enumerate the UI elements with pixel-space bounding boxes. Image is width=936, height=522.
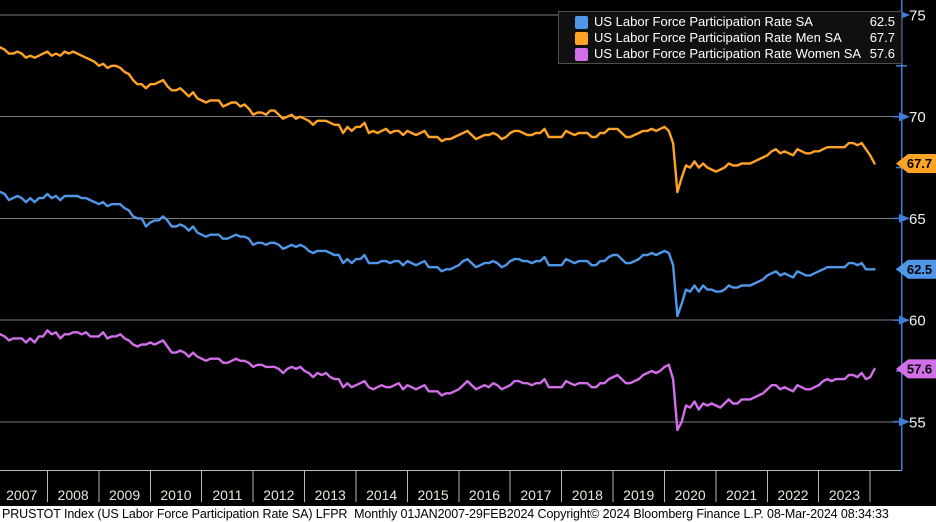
y-axis-tick-arrow-icon — [899, 213, 910, 223]
x-axis-year-label-2020: 2020 — [675, 487, 706, 503]
legend-item-label: US Labor Force Participation Rate Men SA — [594, 30, 842, 45]
x-axis-year-label-2023: 2023 — [829, 487, 860, 503]
legend-item-value: 67.7 — [869, 30, 895, 45]
y-axis-label-55: 55 — [909, 414, 926, 431]
y-axis-label-60: 60 — [909, 313, 926, 330]
legend-item[interactable]: US Labor Force Participation Rate SA 62.… — [559, 14, 901, 30]
last-value-tag — [896, 359, 936, 379]
x-axis-year-label-2012: 2012 — [263, 487, 294, 503]
x-axis-year-label-2014: 2014 — [366, 487, 397, 503]
x-axis-year-label-2007: 2007 — [6, 487, 37, 503]
last-value-tag — [896, 259, 936, 279]
x-axis-year-label-2016: 2016 — [469, 487, 500, 503]
series-line-us-labor-force-participation-rate-men-sa — [0, 46, 876, 194]
chart-plot-area[interactable]: 75 70 65 60 55 2007 2008 2009 2010 2011 2012 2013 20… — [0, 0, 936, 506]
status-bar: PRUSTOT Index (US Labor Force Participat… — [0, 506, 936, 522]
last-value-tag-label: 67.7 — [907, 156, 932, 171]
legend-item[interactable]: US Labor Force Participation Rate Men SA… — [559, 30, 901, 46]
x-axis-year-label-2009: 2009 — [109, 487, 140, 503]
chart-legend: US Labor Force Participation Rate SA 62.… — [558, 11, 902, 64]
x-axis-year-label-2008: 2008 — [58, 487, 89, 503]
y-axis-label-75: 75 — [909, 8, 926, 25]
x-axis-year-label-2018: 2018 — [572, 487, 603, 503]
series-swatch-icon — [575, 47, 588, 61]
legend-item-value: 62.5 — [869, 14, 895, 29]
y-axis-tick-arrow-icon — [899, 315, 910, 325]
x-axis-year-label-2011: 2011 — [212, 487, 242, 503]
last-value-tag-label: 62.5 — [907, 262, 932, 277]
x-axis-year-label-2021: 2021 — [726, 487, 757, 503]
y-axis-label-70: 70 — [909, 109, 926, 126]
y-axis-tick-arrow-icon — [899, 417, 910, 427]
y-axis-label-65: 65 — [909, 211, 926, 228]
last-value-tag — [896, 153, 936, 173]
series-line-us-labor-force-participation-rate-sa — [0, 190, 876, 318]
x-axis-year-label-2022: 2022 — [777, 487, 808, 503]
x-axis-year-label-2015: 2015 — [417, 487, 448, 503]
legend-item-label: US Labor Force Participation Rate Women … — [594, 46, 862, 61]
series-swatch-icon — [575, 31, 588, 45]
x-axis-year-label-2013: 2013 — [315, 487, 346, 503]
legend-item-value: 57.6 — [869, 46, 895, 61]
x-axis-year-label-2019: 2019 — [623, 487, 654, 503]
x-axis-year-label-2017: 2017 — [520, 487, 551, 503]
y-axis-tick-arrow-icon — [899, 112, 910, 122]
legend-item-label: US Labor Force Participation Rate SA — [594, 14, 813, 29]
series-swatch-icon — [575, 15, 588, 29]
x-axis-year-label-2010: 2010 — [160, 487, 191, 503]
series-line-us-labor-force-participation-rate-women-sa — [0, 329, 876, 432]
legend-item[interactable]: US Labor Force Participation Rate Women … — [559, 46, 901, 62]
last-value-tag-label: 57.6 — [907, 361, 932, 376]
